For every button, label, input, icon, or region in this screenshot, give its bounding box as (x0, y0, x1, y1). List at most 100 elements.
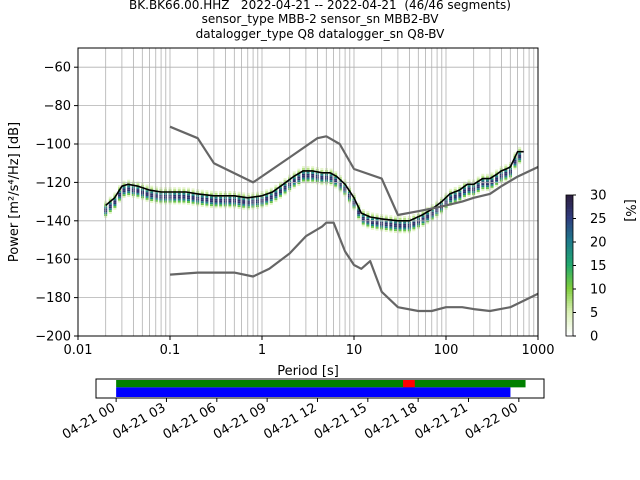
heatmap-cell (306, 175, 310, 178)
heatmap-cell (136, 196, 140, 199)
heatmap-cell (361, 216, 365, 219)
colorbar-tick-label: 5 (590, 306, 598, 321)
heatmap-cell (113, 207, 117, 210)
heatmap-cell (467, 189, 471, 192)
heatmap-cell (297, 182, 301, 184)
heatmap-cell (485, 187, 489, 190)
heatmap-cell (278, 189, 282, 192)
heatmap-cell (219, 191, 223, 193)
heatmap-cell (513, 152, 517, 155)
heatmap-cell (136, 191, 140, 193)
heatmap-cell (334, 184, 338, 187)
heatmap-cell (329, 168, 333, 171)
heatmap-cell (403, 221, 407, 224)
heatmap-cell (145, 194, 149, 196)
heatmap-cell (209, 204, 213, 207)
heatmap-cell (458, 196, 462, 199)
heatmap-cell (334, 173, 338, 176)
heatmap-cell (393, 225, 397, 228)
heatmap-cell (292, 179, 296, 181)
heatmap-cell (412, 229, 416, 232)
heatmap-cell (320, 167, 324, 170)
heatmap-cell (398, 227, 402, 230)
heatmap-cell (265, 197, 269, 199)
heatmap-cell (292, 180, 296, 183)
heatmap-cell (513, 167, 517, 170)
heatmap-cell (214, 196, 218, 199)
colorbar-step (566, 317, 573, 320)
heatmap-cell (490, 183, 494, 186)
heatmap-cell (481, 183, 485, 186)
heatmap-cell (306, 179, 310, 182)
heatmap-cell (430, 215, 434, 218)
heatmap-cell (481, 173, 485, 176)
heatmap-cell (518, 156, 522, 159)
heatmap-cell (237, 199, 241, 202)
heatmap-cell (329, 180, 333, 182)
heatmap-cell (113, 204, 117, 206)
heatmap-cell (200, 199, 204, 202)
heatmap-cell (403, 227, 407, 230)
colorbar-step (566, 253, 573, 257)
heatmap-cell (453, 198, 457, 201)
heatmap-cell (246, 198, 250, 201)
heatmap-cell (154, 186, 158, 189)
heatmap-cell (297, 183, 301, 186)
heatmap-cell (490, 172, 494, 175)
heatmap-cell (453, 194, 457, 197)
heatmap-cell (389, 217, 393, 220)
heatmap-cell (426, 222, 430, 225)
heatmap-cell (306, 171, 310, 174)
heatmap-cell (421, 225, 425, 227)
colorbar-step (566, 293, 573, 297)
colorbar-step (566, 242, 573, 245)
heatmap-cell (389, 222, 393, 225)
x-tick-label: 1 (258, 343, 266, 358)
heatmap-cell (150, 195, 154, 198)
heatmap-cell (462, 196, 466, 199)
heatmap-cell (384, 222, 388, 225)
heatmap-cell (145, 199, 149, 202)
heatmap-cell (113, 192, 117, 195)
heatmap-cell (449, 188, 453, 191)
colorbar-step (566, 225, 573, 229)
heatmap-cell (375, 220, 379, 223)
heatmap-cell (214, 192, 218, 195)
heatmap-cell (513, 163, 517, 166)
heatmap-cell (361, 218, 365, 221)
heatmap-cell (278, 191, 282, 193)
heatmap-cell (117, 187, 121, 190)
heatmap-cell (320, 175, 324, 178)
heatmap-cell (412, 227, 416, 230)
heatmap-cell (297, 168, 301, 171)
heatmap-cell (338, 186, 342, 189)
heatmap-cell (127, 185, 131, 188)
psd-coverage-bar (116, 387, 511, 397)
colorbar-step (566, 289, 573, 292)
heatmap-cell (182, 187, 186, 190)
colorbar-step (566, 281, 573, 285)
heatmap-cell (426, 218, 430, 221)
heatmap-cell (357, 218, 361, 221)
heatmap-cell (145, 190, 149, 193)
heatmap-cell (426, 216, 430, 219)
heatmap-cell (393, 231, 397, 233)
heatmap-cell (518, 158, 522, 161)
heatmap-cell (228, 191, 232, 193)
heatmap-cell (467, 194, 471, 197)
heatmap-cell (504, 179, 508, 182)
heatmap-cell (145, 192, 149, 195)
timeline-tick-label: 04-21 21 (412, 400, 470, 442)
heatmap-cell (375, 228, 379, 231)
colorbar-step (566, 227, 573, 231)
colorbar-step (566, 195, 573, 198)
heatmap-cell (228, 200, 232, 203)
heatmap-cell (320, 183, 324, 186)
colorbar-step (566, 274, 573, 278)
data-gap-marker (403, 380, 415, 388)
colorbar-step (566, 244, 573, 247)
heatmap-cell (200, 189, 204, 192)
heatmap-cell (214, 198, 218, 201)
heatmap-cell (177, 202, 181, 205)
